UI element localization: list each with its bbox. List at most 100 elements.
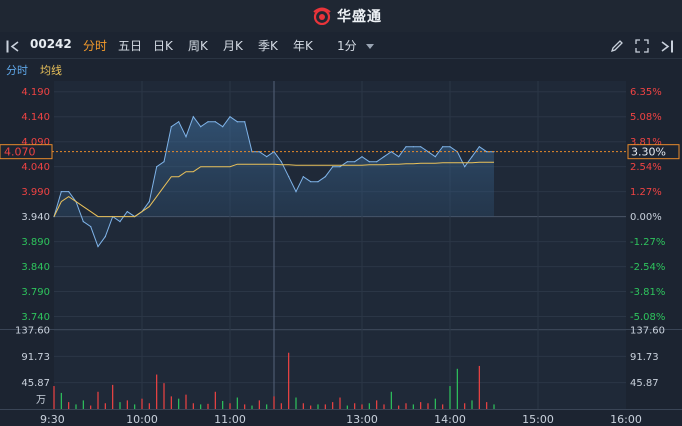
volume-bar — [390, 391, 392, 409]
tab-monthly-k[interactable]: 月K — [223, 39, 243, 53]
tab-yearly-k[interactable]: 年K — [293, 39, 313, 53]
volume-bar — [236, 397, 238, 409]
legend-average: 均线 — [40, 64, 62, 77]
price-point — [185, 136, 187, 138]
volume-bar — [288, 352, 290, 409]
volume-bar — [361, 404, 363, 409]
time-tick-label: 13:00 — [346, 413, 378, 426]
volume-bar — [464, 403, 466, 409]
volume-tick-label: 137.60 — [15, 326, 50, 337]
percent-tick-label: -3.81% — [630, 287, 665, 298]
volume-bar — [420, 402, 422, 409]
price-point — [60, 191, 62, 193]
price-point — [420, 146, 422, 148]
volume-bar — [280, 403, 282, 409]
price-point — [449, 146, 451, 148]
price-point — [398, 156, 400, 158]
average-line — [53, 161, 494, 218]
volume-bar — [427, 403, 429, 409]
volume-bar — [339, 397, 341, 409]
price-point — [82, 221, 84, 223]
price-point — [302, 176, 304, 178]
expand-panel-icon[interactable] — [660, 38, 674, 53]
current-percent-value: 3.30% — [631, 146, 666, 159]
price-point — [178, 121, 180, 123]
tab-weekly-k[interactable]: 周K — [188, 39, 208, 53]
volume-bar — [178, 398, 180, 409]
price-point — [222, 126, 224, 128]
price-point — [346, 161, 348, 163]
price-point — [266, 156, 268, 158]
plot-area — [54, 81, 626, 409]
price-point — [464, 166, 466, 168]
volume-bar — [119, 402, 121, 409]
price-tick-label: 3.940 — [21, 212, 50, 223]
price-point — [383, 156, 385, 158]
price-tick-label: 4.190 — [21, 87, 50, 98]
price-point — [442, 146, 444, 148]
price-tick-label: 3.790 — [21, 287, 50, 298]
volume-tick-label-right: 91.73 — [630, 352, 659, 363]
percent-tick-label: -5.08% — [630, 312, 665, 323]
percent-tick-label: 2.54% — [630, 162, 662, 173]
interval-select[interactable]: 1分 — [337, 37, 375, 54]
percent-tick-label: 0.00% — [630, 212, 662, 223]
price-point — [288, 176, 290, 178]
volume-bar — [368, 403, 370, 409]
volume-bar — [493, 404, 495, 409]
tab-five-day[interactable]: 五日 — [118, 39, 143, 53]
fullscreen-icon[interactable] — [635, 38, 649, 53]
price-point — [376, 161, 378, 163]
price-point — [317, 181, 319, 183]
tab-intraday[interactable]: 分时 — [83, 39, 108, 53]
price-point — [258, 151, 260, 153]
tab-daily-k[interactable]: 日K — [153, 39, 173, 53]
price-point — [295, 191, 297, 193]
volume-bar — [53, 386, 55, 409]
price-point — [390, 151, 392, 153]
volume-bar — [200, 404, 202, 409]
price-point — [361, 156, 363, 158]
price-point — [324, 176, 326, 178]
stock-code: 00242 — [30, 37, 72, 51]
volume-bar — [82, 400, 84, 409]
volume-bar — [317, 404, 319, 409]
price-point — [97, 245, 99, 248]
volume-bar — [486, 402, 488, 409]
volume-tick-label: 91.73 — [21, 352, 50, 363]
volume-bar — [90, 405, 92, 409]
price-point — [478, 146, 480, 148]
volume-bar — [126, 400, 128, 409]
time-tick-label: 15:00 — [522, 413, 554, 426]
volume-bar — [185, 394, 187, 409]
price-point — [170, 126, 172, 128]
price-point — [405, 146, 407, 148]
price-point — [104, 235, 106, 238]
volume-unit-label: 万 — [36, 395, 46, 406]
price-point — [354, 161, 356, 163]
volume-bar — [332, 402, 334, 409]
volume-bar — [75, 404, 77, 409]
price-point — [163, 161, 165, 163]
intraday-chart[interactable]: 4.190 4.140 4.090 4.040 3.990 3.940 3.890 3.840… — [0, 79, 682, 426]
price-point — [229, 116, 231, 118]
collapse-panel-icon[interactable] — [6, 38, 20, 53]
volume-bar — [456, 368, 458, 409]
volume-bar — [405, 403, 407, 409]
price-point — [332, 166, 334, 168]
percent-tick-label: 1.27% — [630, 187, 662, 198]
volume-bar — [434, 398, 436, 409]
price-tick-label: 4.040 — [21, 162, 50, 173]
volume-bar — [229, 403, 231, 409]
volume-bar — [68, 402, 70, 409]
price-tick-label: 3.990 — [21, 187, 50, 198]
percent-tick-label: 6.35% — [630, 87, 662, 98]
draw-pen-icon[interactable] — [610, 38, 624, 53]
current-price-value: 4.070 — [4, 146, 36, 159]
price-point — [214, 121, 216, 123]
volume-bar — [442, 404, 444, 409]
volume-bar — [192, 403, 194, 409]
volume-bar — [376, 400, 378, 409]
price-point — [310, 181, 312, 183]
tab-quarterly-k[interactable]: 季K — [258, 39, 278, 53]
